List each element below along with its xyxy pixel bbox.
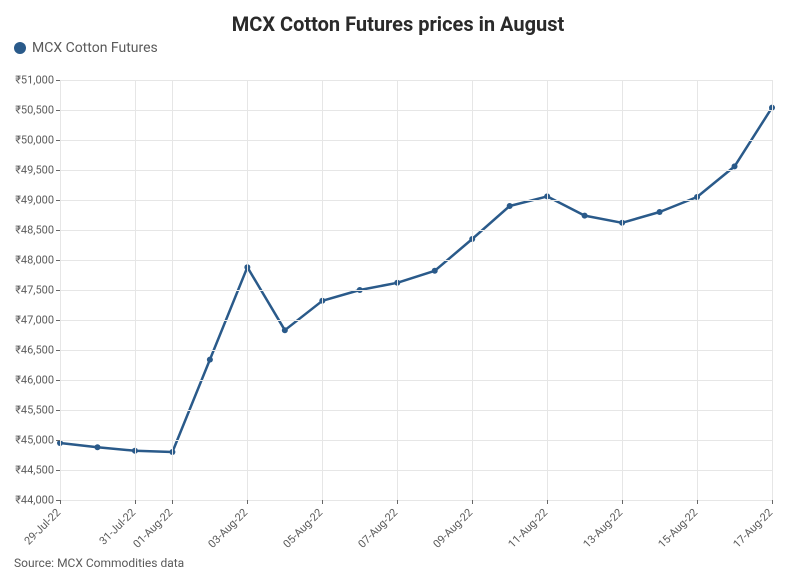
y-axis-label: ₹47,500 <box>15 284 60 297</box>
series-line <box>60 108 772 452</box>
y-axis-label: ₹48,000 <box>15 254 60 267</box>
x-tick <box>772 500 773 504</box>
gridline-horizontal <box>60 500 772 501</box>
x-axis-label: 13-Aug-22 <box>581 506 626 551</box>
y-axis-label: ₹45,000 <box>15 434 60 447</box>
gridline-vertical <box>397 80 398 500</box>
gridline-horizontal <box>60 230 772 231</box>
y-axis-label: ₹50,000 <box>15 134 60 147</box>
y-axis-label: ₹49,500 <box>15 164 60 177</box>
x-tick <box>472 500 473 504</box>
gridline-horizontal <box>60 350 772 351</box>
x-tick <box>547 500 548 504</box>
gridline-horizontal <box>60 470 772 471</box>
gridline-vertical <box>60 80 61 500</box>
y-axis-label: ₹50,500 <box>15 104 60 117</box>
x-axis-label: 09-Aug-22 <box>431 506 476 551</box>
chart-container: MCX Cotton Futures prices in August MCX … <box>0 0 796 580</box>
x-axis-label: 05-Aug-22 <box>281 506 326 551</box>
gridline-horizontal <box>60 200 772 201</box>
y-axis-label: ₹46,500 <box>15 344 60 357</box>
x-tick <box>247 500 248 504</box>
legend-label: MCX Cotton Futures <box>32 40 158 56</box>
gridline-horizontal <box>60 290 772 291</box>
x-tick <box>60 500 61 504</box>
x-axis-label: 01-Aug-22 <box>131 506 176 551</box>
data-point <box>94 444 100 450</box>
chart-source: Source: MCX Commodities data <box>14 556 184 570</box>
data-point <box>657 209 663 215</box>
x-axis-label: 03-Aug-22 <box>206 506 251 551</box>
x-tick <box>397 500 398 504</box>
gridline-vertical <box>697 80 698 500</box>
gridline-vertical <box>547 80 548 500</box>
gridline-horizontal <box>60 170 772 171</box>
legend: MCX Cotton Futures <box>0 40 796 56</box>
x-tick <box>697 500 698 504</box>
gridline-horizontal <box>60 80 772 81</box>
x-axis-label: 15-Aug-22 <box>656 506 701 551</box>
gridline-vertical <box>622 80 623 500</box>
gridline-horizontal <box>60 410 772 411</box>
gridline-horizontal <box>60 140 772 141</box>
data-point <box>507 203 513 209</box>
x-tick <box>135 500 136 504</box>
y-axis-label: ₹45,500 <box>15 404 60 417</box>
gridline-horizontal <box>60 380 772 381</box>
x-tick <box>172 500 173 504</box>
x-axis-label: 11-Aug-22 <box>506 506 551 551</box>
gridline-vertical <box>172 80 173 500</box>
y-axis-label: ₹48,500 <box>15 224 60 237</box>
chart-title: MCX Cotton Futures prices in August <box>0 0 796 40</box>
data-point <box>582 213 588 219</box>
gridline-vertical <box>772 80 773 500</box>
gridline-vertical <box>472 80 473 500</box>
y-axis-label: ₹44,000 <box>15 494 60 507</box>
data-point <box>432 268 438 274</box>
y-axis-label: ₹51,000 <box>15 74 60 87</box>
y-axis-label: ₹47,000 <box>15 314 60 327</box>
y-axis-label: ₹46,000 <box>15 374 60 387</box>
data-point <box>282 327 288 333</box>
gridline-horizontal <box>60 110 772 111</box>
legend-swatch <box>14 42 26 54</box>
x-tick <box>322 500 323 504</box>
gridline-vertical <box>247 80 248 500</box>
gridline-horizontal <box>60 260 772 261</box>
x-axis-label: 29-Jul-22 <box>22 506 63 547</box>
gridline-horizontal <box>60 440 772 441</box>
y-axis-label: ₹44,500 <box>15 464 60 477</box>
data-point <box>207 357 213 363</box>
gridline-vertical <box>322 80 323 500</box>
x-axis-label: 07-Aug-22 <box>356 506 401 551</box>
plot-area: ₹44,000₹44,500₹45,000₹45,500₹46,000₹46,5… <box>60 80 772 500</box>
x-axis-label: 17-Aug-22 <box>731 506 776 551</box>
y-axis-label: ₹49,000 <box>15 194 60 207</box>
data-point <box>732 163 738 169</box>
x-tick <box>622 500 623 504</box>
gridline-horizontal <box>60 320 772 321</box>
gridline-vertical <box>135 80 136 500</box>
